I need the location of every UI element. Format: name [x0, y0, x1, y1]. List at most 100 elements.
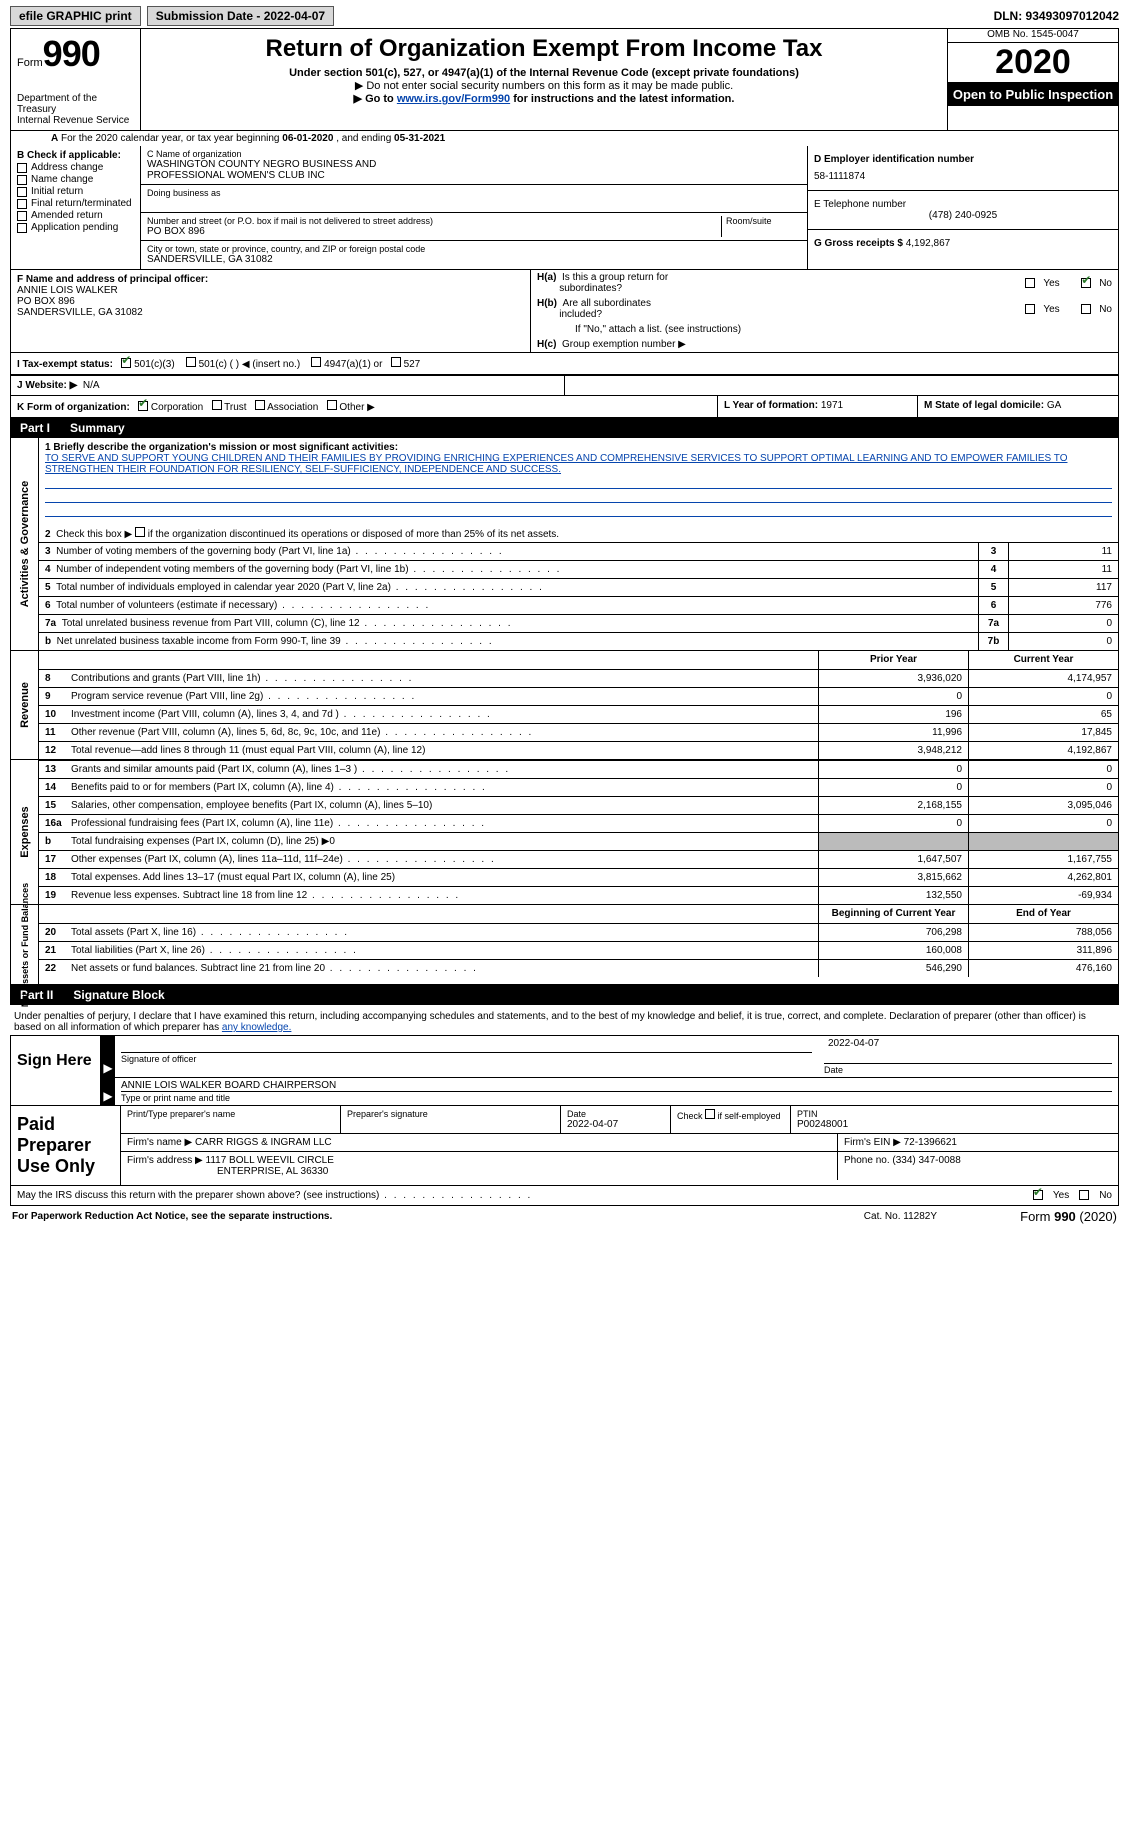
form-header: Form990 Department of the Treasury Inter…: [10, 28, 1119, 131]
checkbox-address-change[interactable]: [17, 163, 27, 173]
checkbox-discuss-no[interactable]: [1079, 1190, 1089, 1200]
firm-phone: (334) 347-0088: [892, 1155, 960, 1166]
dept-treasury: Department of the Treasury: [17, 93, 134, 115]
preparer-date: 2022-04-07: [567, 1119, 664, 1130]
net-assets-table: Beginning of Current YearEnd of Year 20T…: [39, 905, 1118, 977]
addr-value: PO BOX 896: [147, 226, 721, 237]
officer-label: F Name and address of principal officer:: [17, 274, 524, 285]
officer-addr1: PO BOX 896: [17, 296, 524, 307]
checkbox-trust[interactable]: [212, 400, 222, 410]
side-label-net-assets: Net Assets or Fund Balances: [11, 905, 39, 984]
checkbox-4947[interactable]: [311, 357, 321, 367]
preparer-sig-label: Preparer's signature: [347, 1109, 554, 1119]
website-value: N/A: [83, 380, 100, 391]
side-label-governance: Activities & Governance: [11, 438, 39, 650]
checkbox-name-change[interactable]: [17, 175, 27, 185]
website-label: J Website: ▶: [17, 380, 77, 391]
sig-date-label: Date: [824, 1063, 1112, 1075]
footer: For Paperwork Reduction Act Notice, see …: [10, 1206, 1119, 1227]
penalty-statement: Under penalties of perjury, I declare th…: [10, 1009, 1119, 1035]
phone-label: E Telephone number: [814, 199, 1112, 210]
checkbox-discuss-yes[interactable]: [1033, 1190, 1043, 1200]
cat-no: Cat. No. 11282Y: [864, 1211, 937, 1222]
paperwork-notice: For Paperwork Reduction Act Notice, see …: [12, 1211, 864, 1222]
irs-link[interactable]: www.irs.gov/Form990: [397, 93, 510, 105]
org-name-1: WASHINGTON COUNTY NEGRO BUSINESS AND: [147, 159, 801, 170]
governance-table: 3 Number of voting members of the govern…: [39, 542, 1118, 650]
side-label-revenue: Revenue: [11, 651, 39, 759]
any-knowledge-link[interactable]: any knowledge.: [222, 1022, 292, 1033]
checkbox-self-employed[interactable]: [705, 1109, 715, 1119]
checkbox-501c[interactable]: [186, 357, 196, 367]
expenses-table: 13Grants and similar amounts paid (Part …: [39, 760, 1118, 904]
section-f-officer: F Name and address of principal officer:…: [11, 270, 531, 352]
checkbox-ha-no[interactable]: [1081, 278, 1091, 288]
subtitle-ssn: ▶ Do not enter social security numbers o…: [147, 79, 941, 92]
dln-label: DLN: 93493097012042: [994, 9, 1119, 23]
checkbox-application-pending[interactable]: [17, 223, 27, 233]
line-a: A For the 2020 calendar year, or tax yea…: [10, 131, 1119, 146]
checkbox-other[interactable]: [327, 400, 337, 410]
tax-year: 2020: [948, 43, 1118, 83]
tax-exempt-label: I Tax-exempt status:: [17, 359, 113, 370]
firm-addr1: 1117 BOLL WEEVIL CIRCLE: [206, 1155, 334, 1166]
sig-name-label: Type or print name and title: [121, 1091, 1112, 1103]
org-name-label: C Name of organization: [147, 149, 801, 159]
signature-arrow-icon: ▶: [101, 1036, 115, 1077]
year-formation: 1971: [821, 400, 843, 411]
sig-name: ANNIE LOIS WALKER BOARD CHAIRPERSON: [121, 1080, 1112, 1091]
room-label: Room/suite: [721, 216, 801, 237]
checkbox-association[interactable]: [255, 400, 265, 410]
mission-text[interactable]: TO SERVE AND SUPPORT YOUNG CHILDREN AND …: [45, 453, 1067, 475]
form-number: Form990: [17, 33, 134, 75]
gross-value: 4,192,867: [906, 238, 951, 249]
checkbox-amended-return[interactable]: [17, 211, 27, 221]
lines-ijk: I Tax-exempt status: 501(c)(3) 501(c) ( …: [10, 353, 1119, 396]
checkbox-final-return[interactable]: [17, 199, 27, 209]
sign-here-label: Sign Here: [11, 1036, 101, 1105]
revenue-table: Prior YearCurrent Year 8Contributions an…: [39, 651, 1118, 759]
part-1-header: Part ISummary: [10, 418, 1119, 438]
city-value: SANDERSVILLE, GA 31082: [147, 254, 801, 265]
submission-date-button[interactable]: Submission Date - 2022-04-07: [147, 6, 334, 26]
omb-number: OMB No. 1545-0047: [948, 29, 1118, 43]
dba-label: Doing business as: [147, 188, 801, 198]
checkbox-corporation[interactable]: [138, 401, 148, 411]
checkbox-ha-yes[interactable]: [1025, 278, 1035, 288]
signature-arrow-icon-2: ▶: [101, 1078, 115, 1105]
addr-label: Number and street (or P.O. box if mail i…: [147, 216, 721, 226]
ptin-value: P00248001: [797, 1119, 1112, 1130]
checkbox-501c3[interactable]: [121, 358, 131, 368]
checkbox-initial-return[interactable]: [17, 187, 27, 197]
form-number-big: 990: [43, 33, 100, 74]
b-header: B Check if applicable:: [17, 150, 134, 161]
discuss-question: May the IRS discuss this return with the…: [17, 1190, 379, 1201]
state-domicile: GA: [1047, 400, 1061, 411]
checkbox-discontinued[interactable]: [135, 527, 145, 537]
return-title: Return of Organization Exempt From Incom…: [147, 35, 941, 63]
ein-label: D Employer identification number: [814, 154, 1112, 165]
open-to-public: Open to Public Inspection: [948, 83, 1118, 106]
paid-preparer-label: Paid Preparer Use Only: [11, 1106, 121, 1185]
subtitle-goto: ▶ Go to www.irs.gov/Form990 for instruct…: [147, 92, 941, 105]
checkbox-hb-no[interactable]: [1081, 304, 1091, 314]
officer-name: ANNIE LOIS WALKER: [17, 285, 524, 296]
ein-value: 58-1111874: [814, 165, 1112, 182]
section-c-org-info: C Name of organization WASHINGTON COUNTY…: [141, 146, 808, 269]
section-deg: D Employer identification number 58-1111…: [808, 146, 1118, 269]
firm-name: CARR RIGGS & INGRAM LLC: [195, 1137, 332, 1148]
state-domicile-label: M State of legal domicile:: [924, 400, 1047, 411]
preparer-name-label: Print/Type preparer's name: [127, 1109, 334, 1119]
city-label: City or town, state or province, country…: [147, 244, 801, 254]
section-h: H(a) Is this a group return for subordin…: [531, 270, 1118, 352]
hb-note: If "No," attach a list. (see instruction…: [537, 324, 1112, 335]
part-2-header: Part IISignature Block: [10, 985, 1119, 1005]
officer-addr2: SANDERSVILLE, GA 31082: [17, 307, 524, 318]
checkbox-hb-yes[interactable]: [1025, 304, 1035, 314]
dept-irs: Internal Revenue Service: [17, 115, 134, 126]
phone-value: (478) 240-0925: [814, 210, 1112, 221]
checkbox-527[interactable]: [391, 357, 401, 367]
section-b-checkboxes: B Check if applicable: Address change Na…: [11, 146, 141, 269]
efile-button[interactable]: efile GRAPHIC print: [10, 6, 141, 26]
firm-addr2: ENTERPRISE, AL 36330: [127, 1166, 328, 1177]
